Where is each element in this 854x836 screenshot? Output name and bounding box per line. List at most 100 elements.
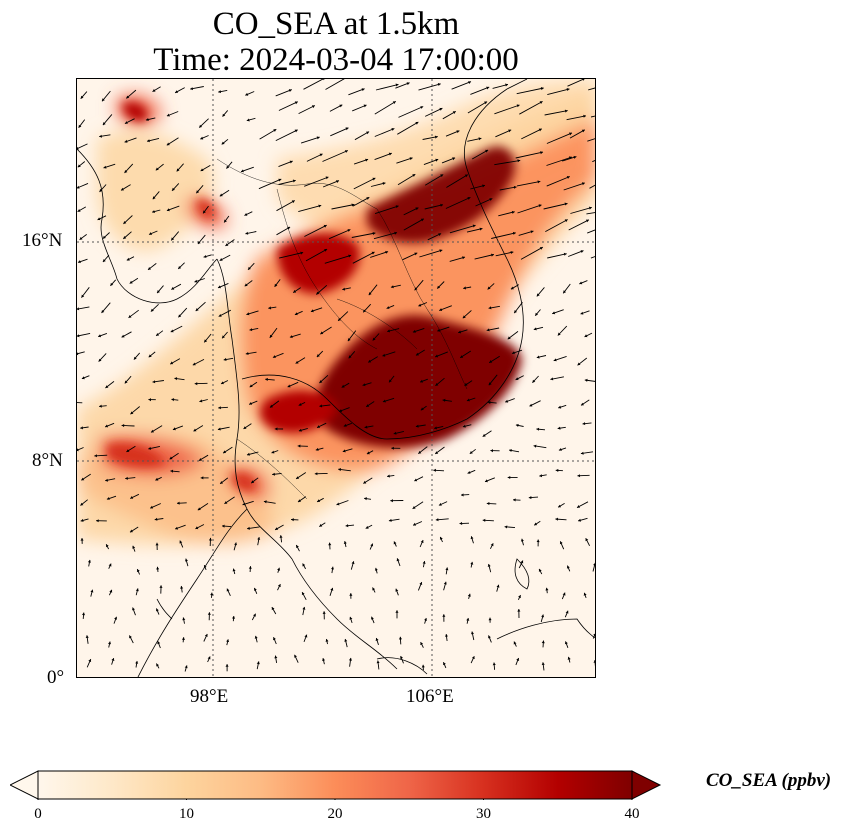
wind-arrow-head: [249, 328, 253, 332]
wind-arrow-head: [394, 231, 397, 235]
wind-arrow-head: [218, 90, 221, 94]
wind-arrow-head: [366, 404, 370, 407]
wind-arrow-head: [484, 101, 488, 105]
wind-arrow-head: [195, 308, 199, 311]
lat-tick-8n: 8°N: [32, 450, 63, 471]
wind-arrow-head: [540, 87, 544, 91]
wind-arrow-head: [577, 474, 581, 478]
wind-arrow-head: [482, 518, 486, 522]
wind-arrow-head: [347, 229, 351, 232]
wind-arrow-head: [462, 315, 466, 319]
wind-arrow-head: [77, 209, 81, 212]
wind-arrow-head: [348, 355, 352, 359]
wind-arrow-head: [470, 561, 474, 565]
wind-arrow-head: [246, 118, 250, 122]
wind-arrow-head: [148, 267, 151, 270]
wind-arrow-head: [124, 170, 128, 173]
wind-arrow-head: [541, 662, 545, 665]
wind-arrow-head: [555, 468, 559, 472]
wind-arrow-head: [512, 231, 516, 235]
wind-arrow-head: [492, 662, 496, 666]
wind-arrow-head: [489, 198, 493, 201]
wind-arrow-head: [420, 379, 423, 383]
wind-arrow-head: [108, 563, 112, 567]
wind-arrow-head: [584, 334, 588, 338]
wind-arrow-head: [424, 618, 427, 621]
wind-arrow-head: [559, 541, 563, 545]
wind-arrow-head: [442, 398, 446, 402]
wind-arrow-head: [316, 354, 320, 357]
wind-arrow-head: [491, 253, 494, 257]
wind-arrow-head: [516, 658, 520, 661]
wind-arrow-head: [263, 500, 267, 504]
colorbar-tick-0: 0: [34, 806, 42, 822]
wind-arrow-head: [461, 493, 464, 497]
wind-arrow-head: [232, 616, 236, 619]
wind-arrow-head: [342, 287, 346, 291]
wind-arrow-head: [176, 168, 180, 172]
wind-arrow: [499, 186, 517, 191]
wind-arrow-head: [322, 611, 326, 614]
wind-arrow-head: [515, 377, 519, 380]
wind-arrow-head: [418, 450, 422, 454]
wind-arrow-head: [294, 129, 298, 133]
wind-arrow-head: [518, 595, 521, 599]
wind-arrow-head: [395, 205, 399, 209]
wind-arrow-head: [585, 538, 589, 542]
lat-tick-16n: 16°N: [22, 230, 63, 251]
wind-arrow-head: [302, 606, 306, 610]
wind-arrow-head: [123, 236, 127, 239]
wind-arrow-head: [471, 656, 475, 660]
wind-arrow: [348, 88, 365, 96]
wind-arrow-head: [149, 232, 152, 235]
wind-arrow-head: [534, 522, 538, 526]
wind-arrow-head: [80, 518, 84, 522]
wind-arrow-head: [103, 235, 106, 239]
wind-arrow-head: [467, 593, 471, 597]
wind-arrow-head: [553, 358, 557, 362]
wind-arrow-head: [272, 472, 275, 476]
colorbar-max-extend: [631, 770, 662, 800]
wind-arrow: [547, 88, 570, 96]
wind-arrow-head: [218, 285, 221, 289]
wind-arrow-head: [533, 444, 537, 448]
wind-arrow-head: [414, 252, 418, 256]
wind-arrow-head: [452, 157, 456, 161]
colorbar-title: CO_SEA (ppbv): [706, 770, 832, 791]
wind-arrow-head: [181, 637, 185, 640]
wind-arrow-head: [156, 663, 159, 667]
wind-arrow-head: [409, 157, 413, 161]
wind-arrow-head: [99, 134, 102, 138]
wind-arrow-head: [486, 328, 490, 332]
wind-arrow-head: [463, 286, 466, 290]
wind-arrow: [449, 256, 466, 262]
wind-arrow-head: [154, 517, 158, 521]
wind-arrow-head: [371, 616, 374, 620]
wind-arrow-head: [583, 114, 586, 118]
wind-arrow-head: [324, 249, 328, 252]
wind-arrow-head: [588, 206, 592, 210]
wind-arrow: [298, 105, 316, 115]
wind-arrow-head: [94, 454, 97, 458]
wind-arrow-head: [364, 425, 368, 429]
wind-arrow-head: [79, 236, 83, 240]
wind-arrow-head: [344, 150, 348, 153]
wind-arrow-head: [558, 504, 562, 508]
wind-arrow-head: [414, 287, 418, 291]
wind-arrow-head: [440, 174, 444, 178]
wind-arrow-head: [538, 204, 542, 208]
wind-arrow-head: [396, 558, 400, 562]
wind-arrow-head: [581, 129, 585, 133]
wind-arrow-head: [123, 221, 127, 224]
wind-arrow-head: [170, 361, 174, 365]
wind-arrow-head: [433, 468, 436, 472]
wind-arrow: [566, 115, 587, 121]
wind-arrow: [331, 204, 355, 210]
wind-arrow-head: [128, 315, 132, 318]
wind-arrow-head: [96, 519, 99, 523]
wind-arrow-head: [387, 474, 390, 478]
wind-arrow-head: [271, 607, 275, 611]
wind-arrow-head: [243, 426, 247, 429]
wind-arrow-head: [152, 210, 155, 213]
wind-arrow-head: [274, 655, 278, 659]
